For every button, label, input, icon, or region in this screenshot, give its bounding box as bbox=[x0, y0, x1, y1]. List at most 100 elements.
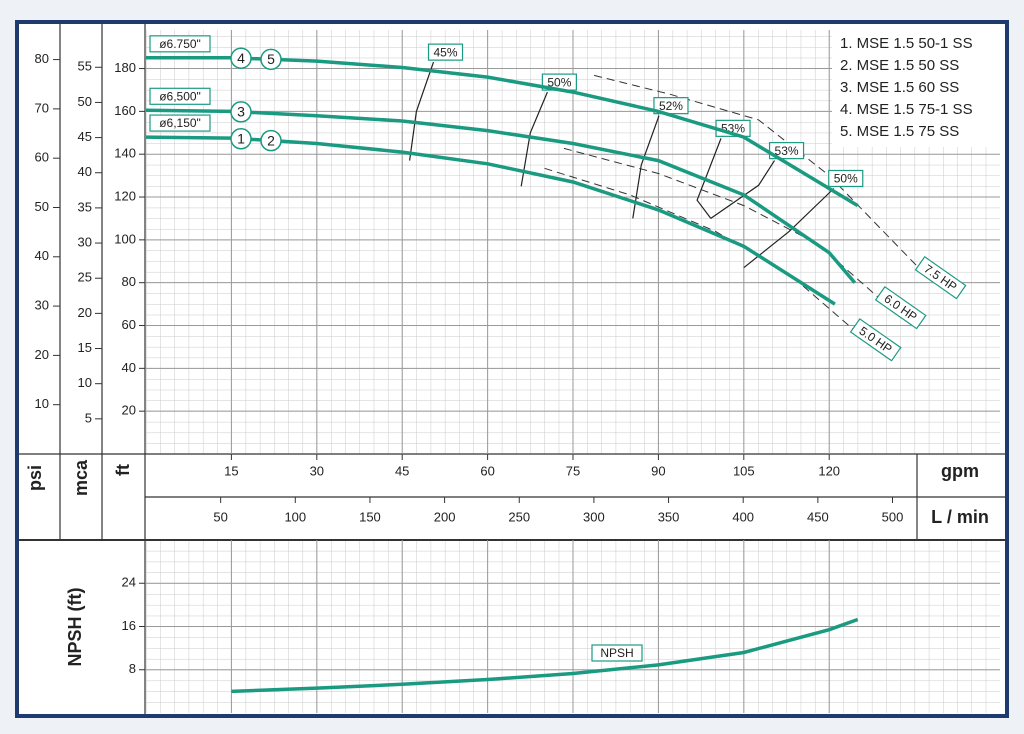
mca-tick-label: 25 bbox=[78, 270, 92, 285]
power-label-box bbox=[874, 285, 927, 330]
curve bbox=[145, 108, 857, 284]
y-tick-label: 60 bbox=[122, 317, 136, 332]
legend-box bbox=[832, 30, 1003, 147]
efficiency-label-text: 52% bbox=[659, 99, 683, 113]
ft-axis-label: ft bbox=[113, 464, 133, 476]
y-tick-label: 40 bbox=[122, 360, 136, 375]
x2-tick-label: 300 bbox=[583, 509, 605, 524]
mca-tick-label: 10 bbox=[78, 375, 92, 390]
x2-tick-label: 350 bbox=[658, 509, 680, 524]
layout-rules bbox=[19, 24, 1005, 714]
gpm-axis-label: gpm bbox=[941, 461, 979, 481]
npsh-tick-label: 8 bbox=[129, 661, 136, 676]
efficiency-line bbox=[632, 115, 660, 219]
psi-tick-label: 30 bbox=[35, 298, 49, 313]
legend-entry: 4. MSE 1.5 75-1 SS bbox=[840, 101, 973, 118]
efficiency-line bbox=[710, 160, 776, 219]
efficiency-label-text: 53% bbox=[775, 144, 799, 158]
efficiency-line bbox=[696, 138, 722, 219]
x-tick-label: 105 bbox=[733, 463, 755, 478]
x-tick-label: 30 bbox=[310, 463, 324, 478]
efficiency-label: 50% bbox=[541, 73, 577, 91]
psi-tick-label: 50 bbox=[35, 199, 49, 214]
x2-tick-label: 450 bbox=[807, 509, 829, 524]
efficiency-label-box bbox=[828, 169, 864, 188]
model-marker bbox=[230, 47, 252, 69]
mca-tick-label: 40 bbox=[78, 164, 92, 179]
diameter-label-text: ø6,500" bbox=[159, 89, 201, 103]
efficiency-label: 53% bbox=[768, 142, 805, 160]
y-tick-label: 180 bbox=[114, 60, 136, 75]
diameter-label-box bbox=[149, 87, 211, 105]
model-marker-text: 4 bbox=[237, 50, 245, 66]
mca-axis-label: mca bbox=[71, 459, 91, 496]
diameter-label-text: ø6.750" bbox=[159, 37, 201, 51]
diameter-label: ø6,150" bbox=[149, 114, 211, 132]
diameter-label-text: ø6,150" bbox=[159, 116, 201, 130]
psi-tick-label: 70 bbox=[35, 100, 49, 115]
x-tick-label: 90 bbox=[651, 463, 665, 478]
model-marker bbox=[260, 48, 282, 71]
diameter-label-box bbox=[149, 35, 211, 53]
curve bbox=[231, 617, 859, 694]
efficiency-label: 52% bbox=[653, 97, 689, 115]
npsh-tick-label: 24 bbox=[122, 575, 136, 590]
psi-tick-label: 60 bbox=[35, 150, 49, 165]
psi-tick-label: 10 bbox=[35, 396, 49, 411]
y-tick-label: 160 bbox=[114, 103, 136, 118]
efficiency-label-text: 45% bbox=[433, 45, 457, 59]
psi-tick-label: 20 bbox=[35, 347, 49, 362]
mca-tick-label: 45 bbox=[78, 129, 92, 144]
efficiency-label-box bbox=[427, 43, 464, 61]
mca-tick-label: 50 bbox=[78, 94, 92, 109]
mca-tick-label: 15 bbox=[78, 340, 92, 355]
diameter-label: ø6.750" bbox=[149, 35, 211, 53]
lmin-axis-label: L / min bbox=[931, 507, 989, 527]
mca-tick-label: 5 bbox=[85, 410, 92, 425]
legend-entry: 2. MSE 1.5 50 SS bbox=[840, 57, 959, 74]
efficiency-label-text: 50% bbox=[834, 172, 858, 186]
x-tick-label: 15 bbox=[224, 463, 238, 478]
npsh-axis-label: NPSH (ft) bbox=[65, 588, 85, 667]
model-marker-text: 1 bbox=[237, 130, 245, 146]
diameter-label-box bbox=[149, 114, 211, 132]
model-marker bbox=[230, 101, 252, 123]
psi-tick-label: 80 bbox=[35, 51, 49, 66]
model-marker bbox=[230, 127, 252, 150]
model-marker-text: 5 bbox=[267, 51, 275, 67]
model-marker-text: 3 bbox=[237, 104, 245, 120]
efficiency-label: 50% bbox=[828, 169, 864, 188]
x-tick-label: 120 bbox=[818, 463, 840, 478]
x2-tick-label: 500 bbox=[882, 509, 904, 524]
efficiency-label-text: 50% bbox=[547, 75, 571, 89]
efficiency-line bbox=[409, 61, 435, 161]
efficiency-line bbox=[520, 91, 548, 187]
mca-tick-label: 20 bbox=[78, 305, 92, 320]
y-tick-label: 100 bbox=[114, 231, 136, 246]
power-label-box bbox=[849, 318, 902, 362]
npsh-label-box bbox=[591, 644, 643, 662]
x-tick-label: 60 bbox=[480, 463, 494, 478]
efficiency-label: 45% bbox=[427, 43, 464, 61]
legend-entry: 1. MSE 1.5 50-1 SS bbox=[840, 35, 973, 52]
power-label-box bbox=[914, 255, 967, 300]
y-tick-label: 120 bbox=[114, 188, 136, 203]
y-tick-label: 20 bbox=[122, 403, 136, 418]
curve bbox=[145, 135, 836, 306]
npsh-label-text: NPSH bbox=[600, 646, 633, 660]
legend-entry: 5. MSE 1.5 75 SS bbox=[840, 123, 959, 140]
mca-tick-label: 30 bbox=[78, 234, 92, 249]
y-tick-label: 80 bbox=[122, 274, 136, 289]
x2-tick-label: 150 bbox=[359, 509, 381, 524]
model-marker-text: 2 bbox=[267, 132, 275, 148]
power-line bbox=[593, 74, 919, 269]
x2-tick-label: 200 bbox=[434, 509, 456, 524]
x-tick-label: 45 bbox=[395, 463, 409, 478]
frame bbox=[15, 20, 1009, 718]
mca-tick-label: 35 bbox=[78, 199, 92, 214]
psi-tick-label: 40 bbox=[35, 248, 49, 263]
npsh-tick-label: 16 bbox=[122, 618, 136, 633]
x2-tick-label: 250 bbox=[508, 509, 530, 524]
mca-tick-label: 55 bbox=[78, 59, 92, 74]
